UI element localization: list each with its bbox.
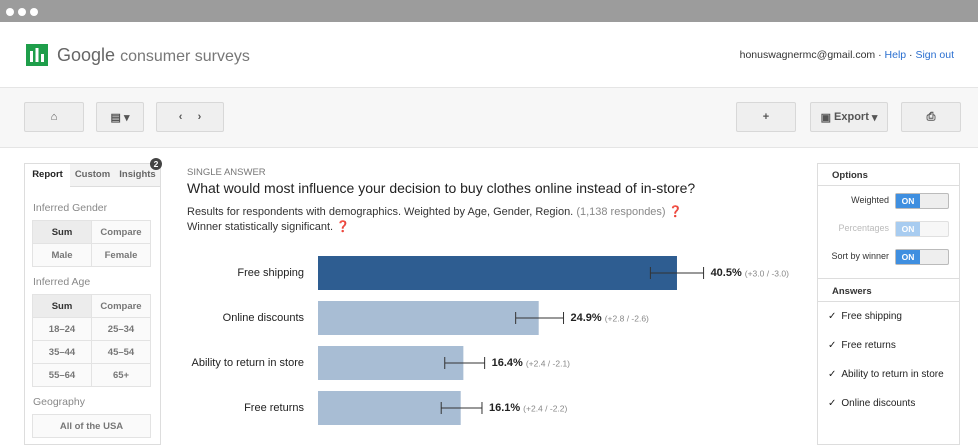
answer-label: Free returns <box>841 340 896 351</box>
left-panel: Report Custom Insights Inferred Gender Sum Co… <box>24 163 161 445</box>
answer-row[interactable]: ✓ Ability to return in store <box>828 369 944 380</box>
nav-buttons[interactable]: ‹ › <box>156 102 224 132</box>
bar <box>318 301 539 335</box>
category-label: Ability to return in store <box>192 357 305 369</box>
error-bar <box>440 402 483 414</box>
help-link[interactable]: Help <box>884 49 907 61</box>
value-label: 16.4% <box>492 357 523 369</box>
filter-button[interactable]: 65+ <box>91 363 151 387</box>
error-label: (+2.4 / -2.1) <box>526 358 570 368</box>
header: Google consumer surveys honuswagnermc@gm… <box>0 22 978 88</box>
question-note: Winner statistically significant. ❓ <box>187 221 350 233</box>
options-title: Options <box>832 170 868 181</box>
answer-label: Online discounts <box>841 398 916 409</box>
toggle-state: ON <box>896 250 920 264</box>
print-button[interactable]: ⎙ <box>901 102 961 132</box>
tab[interactable]: Insights <box>115 164 161 187</box>
filter-button[interactable]: Compare <box>91 294 151 318</box>
value-label: 40.5% <box>711 267 742 279</box>
checkbox: ✓ <box>828 398 837 409</box>
error-label: (+2.8 / -2.6) <box>605 313 649 323</box>
filter-button[interactable]: Male <box>32 243 92 267</box>
filter-button[interactable]: 45–54 <box>91 340 151 364</box>
checkbox: ✓ <box>828 311 837 322</box>
filter-button[interactable]: All of the USA <box>32 414 151 438</box>
filter-button[interactable]: Compare <box>91 220 151 244</box>
bar <box>318 256 677 290</box>
toggle-state: ON <box>896 222 920 236</box>
checkbox: ✓ <box>828 369 837 380</box>
subtitle: Results for respondents with demographic… <box>187 206 574 218</box>
email: honuswagnermc@gmail.com <box>739 49 876 61</box>
error-bar <box>444 357 486 369</box>
filter-button[interactable]: 25–34 <box>91 317 151 341</box>
logo: Google consumer surveys <box>57 45 250 66</box>
account: honuswagnermc@gmail.com · Help · Sign ou… <box>739 49 954 61</box>
value-label: 16.1% <box>489 402 520 414</box>
value-label: 24.9% <box>571 312 602 324</box>
divider <box>818 301 959 302</box>
sign-out-link[interactable]: Sign out <box>915 49 954 61</box>
section-title: Inferred Gender <box>33 202 108 214</box>
answer-row[interactable]: ✓ Free shipping <box>828 311 902 322</box>
question-text: What would most influence your decision … <box>187 180 696 196</box>
toggle[interactable]: ON <box>895 249 949 265</box>
error-bar <box>649 267 705 279</box>
divider <box>818 278 959 279</box>
export-button[interactable]: ▣ Export ▾ <box>810 102 888 132</box>
checkbox: ✓ <box>828 340 837 351</box>
divider <box>818 185 959 186</box>
tab[interactable]: Report <box>25 164 71 186</box>
option-label: Sort by winner <box>831 251 889 261</box>
responses: (1,138 respondes) <box>576 206 666 218</box>
category-label: Free shipping <box>237 267 304 279</box>
section-title: Geography <box>33 396 85 408</box>
logo-product: consumer surveys <box>120 48 250 65</box>
category-label: Online discounts <box>223 312 305 324</box>
filter-button[interactable]: Sum <box>32 294 92 318</box>
answer-label: Free shipping <box>841 311 902 322</box>
window-dots <box>6 8 38 16</box>
toggle[interactable]: ON <box>895 193 949 209</box>
answer-label: Ability to return in store <box>841 369 944 380</box>
tab[interactable]: Custom <box>70 164 116 187</box>
window-chrome <box>0 0 978 22</box>
filter-button[interactable]: 35–44 <box>32 340 92 364</box>
option-label: Weighted <box>851 195 889 205</box>
answers-title: Answers <box>832 286 872 297</box>
error-bar <box>515 312 565 324</box>
error-label: (+2.4 / -2.2) <box>523 403 567 413</box>
answer-row[interactable]: ✓ Free returns <box>828 340 896 351</box>
toggle[interactable]: ON <box>895 221 949 237</box>
option-label: Percentages <box>838 223 889 233</box>
filter-button[interactable]: Female <box>91 243 151 267</box>
badge: 2 <box>150 158 162 170</box>
logo-icon <box>26 44 48 66</box>
filter-button[interactable]: 18–24 <box>32 317 92 341</box>
share-button[interactable]: + <box>736 102 796 132</box>
toggle-state: ON <box>896 194 920 208</box>
category-label: Free returns <box>244 402 304 414</box>
question-subtitle: Results for respondents with demographic… <box>187 206 683 218</box>
right-panel: Options Weighted ON Percentages ON Sort by wi… <box>817 163 960 445</box>
chart: Free shipping 40.5% (+3.0 / -3.0) Online di… <box>192 256 789 425</box>
answer-row[interactable]: ✓ Online discounts <box>828 398 915 409</box>
bar <box>318 391 461 425</box>
bar <box>318 346 464 380</box>
section-title: Inferred Age <box>33 276 91 288</box>
export-label: Export <box>834 111 869 123</box>
note: Winner statistically significant. <box>187 221 334 233</box>
error-label: (+3.0 / -3.0) <box>745 268 789 278</box>
logo-google: Google <box>57 45 116 65</box>
filter-button[interactable]: Sum <box>32 220 92 244</box>
home-button[interactable]: ⌂ <box>24 102 84 132</box>
comment-button[interactable]: ▤ ▾ <box>96 102 144 132</box>
question-kind: SINGLE ANSWER <box>187 167 266 178</box>
filter-button[interactable]: 55–64 <box>32 363 92 387</box>
